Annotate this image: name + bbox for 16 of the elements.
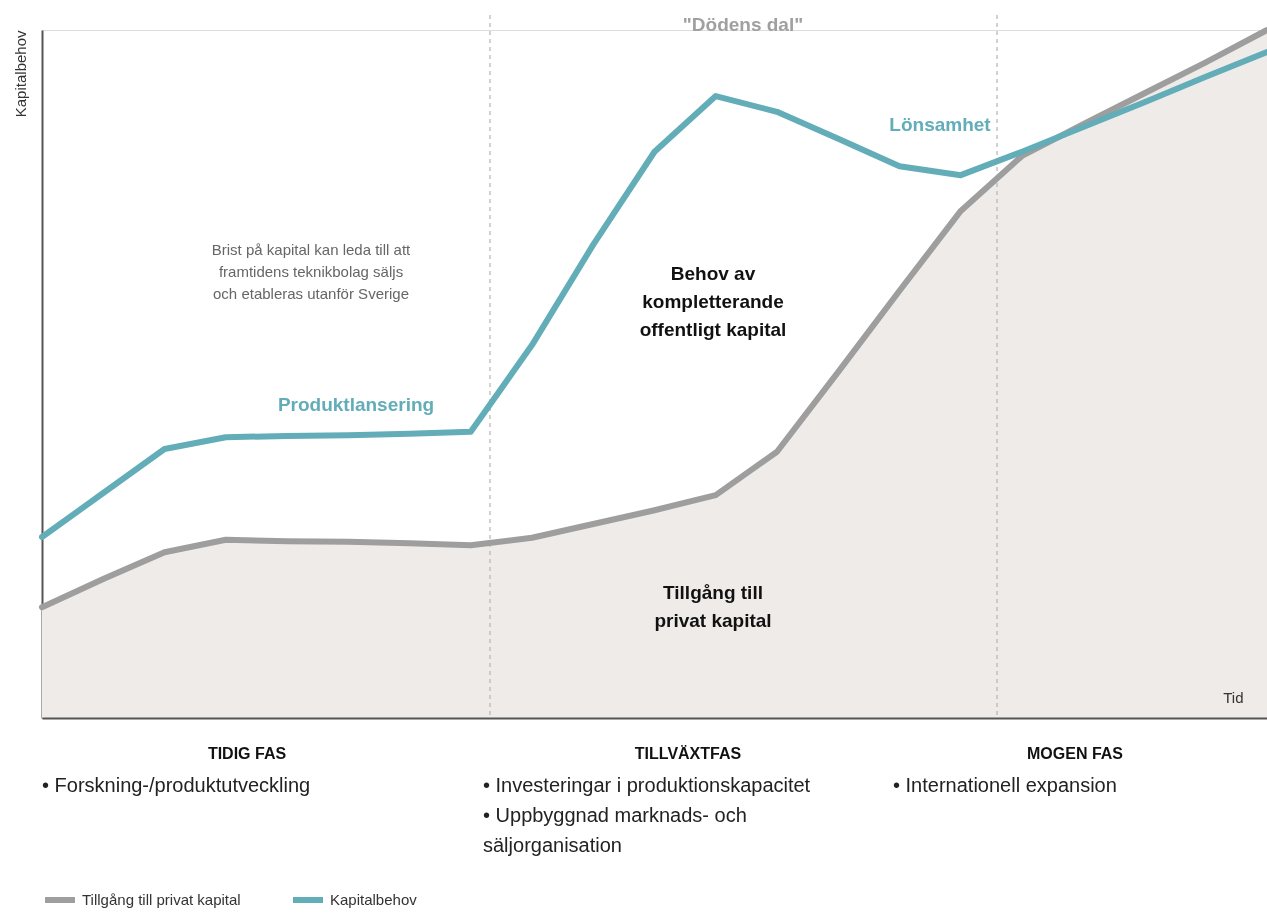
text: • Internationell expansion: [893, 774, 1117, 796]
annotation: Tillgång till privat kapital: [654, 582, 772, 631]
legend-label: Kapitalbehov: [330, 891, 418, 908]
text: MOGEN FAS: [1026, 745, 1124, 762]
legend-label: Tillgång till privat kapital: [82, 891, 241, 908]
x-axis-title: Tid: [1223, 688, 1244, 706]
annotation: Lönsamhet: [889, 114, 992, 135]
text: TIDIG FAS: [207, 745, 287, 762]
text: • Forskning-/produktutveckling: [42, 774, 311, 796]
annotation: Produktlansering: [277, 394, 435, 415]
annotation: Brist på kapital kan leda till att framtidens teknikbolag säljs och etableras utanför Sverige: [211, 241, 412, 302]
annotation: "Dödens dal": [682, 14, 804, 35]
annotation: Behov av kompletterande offentligt kapital: [639, 263, 787, 340]
text: TILLVÄXTFAS: [634, 745, 742, 762]
y-axis-title: Kapitalbehov: [11, 30, 29, 118]
text: • Investeringar i produktionskapacitet • Uppbyggnad marknads- och säljorganisation: [483, 774, 811, 856]
